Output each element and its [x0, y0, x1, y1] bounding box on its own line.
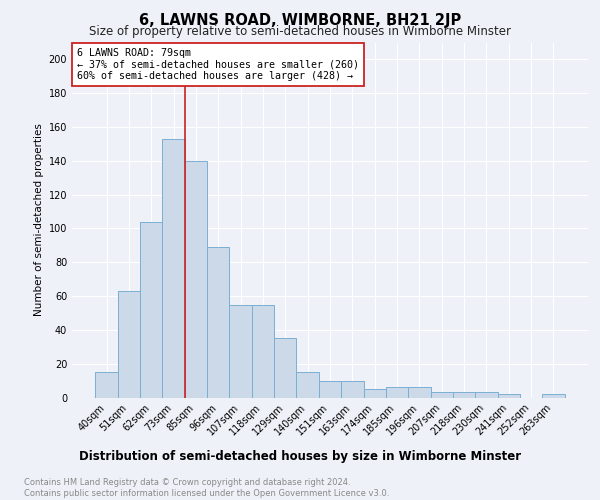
Text: Size of property relative to semi-detached houses in Wimborne Minster: Size of property relative to semi-detach… [89, 25, 511, 38]
Text: 6 LAWNS ROAD: 79sqm
← 37% of semi-detached houses are smaller (260)
60% of semi-: 6 LAWNS ROAD: 79sqm ← 37% of semi-detach… [77, 48, 359, 81]
Bar [140, 222, 163, 398]
Bar [95, 372, 118, 398]
Bar [497, 394, 520, 398]
Bar [274, 338, 296, 398]
Bar [431, 392, 453, 398]
Bar [542, 394, 565, 398]
Bar [319, 380, 341, 398]
Bar [229, 304, 252, 398]
Bar [163, 139, 185, 398]
Bar [408, 388, 431, 398]
Bar [118, 291, 140, 398]
Bar [364, 389, 386, 398]
Bar [475, 392, 497, 398]
Bar [386, 388, 408, 398]
Bar [252, 304, 274, 398]
Bar [341, 380, 364, 398]
Bar [207, 247, 229, 398]
Bar [453, 392, 475, 398]
Text: 6, LAWNS ROAD, WIMBORNE, BH21 2JP: 6, LAWNS ROAD, WIMBORNE, BH21 2JP [139, 12, 461, 28]
Text: Distribution of semi-detached houses by size in Wimborne Minster: Distribution of semi-detached houses by … [79, 450, 521, 463]
Bar [185, 161, 207, 398]
Y-axis label: Number of semi-detached properties: Number of semi-detached properties [34, 124, 44, 316]
Bar [296, 372, 319, 398]
Text: Contains HM Land Registry data © Crown copyright and database right 2024.
Contai: Contains HM Land Registry data © Crown c… [24, 478, 389, 498]
